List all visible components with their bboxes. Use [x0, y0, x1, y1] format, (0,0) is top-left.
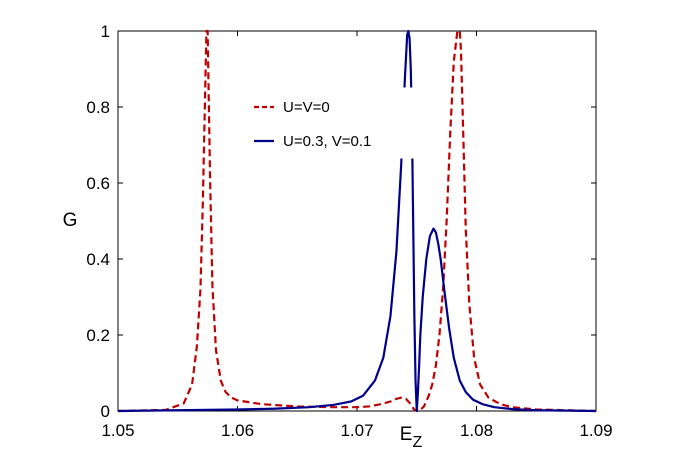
x-axis-label-main: E [400, 424, 413, 445]
x-tick-label: 1.07 [340, 421, 373, 440]
tick-labels: 1.05 1.06 1.07 1.08 1.09 0 0.2 0.4 0.6 0.8 1 [86, 22, 612, 440]
y-tick-label: 0.2 [86, 326, 110, 345]
y-tick-label: 0 [101, 402, 110, 421]
y-axis-label: G [63, 210, 78, 231]
series-line-u-v-zero [117, 29, 597, 413]
x-tick-label: 1.08 [460, 421, 493, 440]
x-axis-label: EZ [400, 424, 423, 451]
series-line-u03-v01 [117, 29, 597, 413]
x-axis-label-sub: Z [412, 434, 422, 451]
y-tick-label: 0.4 [86, 250, 110, 269]
x-tick-label: 1.05 [101, 421, 134, 440]
legend-box [245, 87, 415, 159]
legend-label-u0: U=V=0 [283, 99, 330, 116]
y-tick-label: 0.6 [86, 174, 110, 193]
y-tick-label: 1 [101, 22, 110, 41]
x-tick-label: 1.06 [221, 421, 254, 440]
y-tick-label: 0.8 [86, 98, 110, 117]
series-group [117, 29, 597, 413]
x-tick-label: 1.09 [579, 421, 612, 440]
legend-label-u03: U=0.3, V=0.1 [283, 133, 371, 150]
legend: U=V=0 U=0.3, V=0.1 [245, 87, 415, 159]
